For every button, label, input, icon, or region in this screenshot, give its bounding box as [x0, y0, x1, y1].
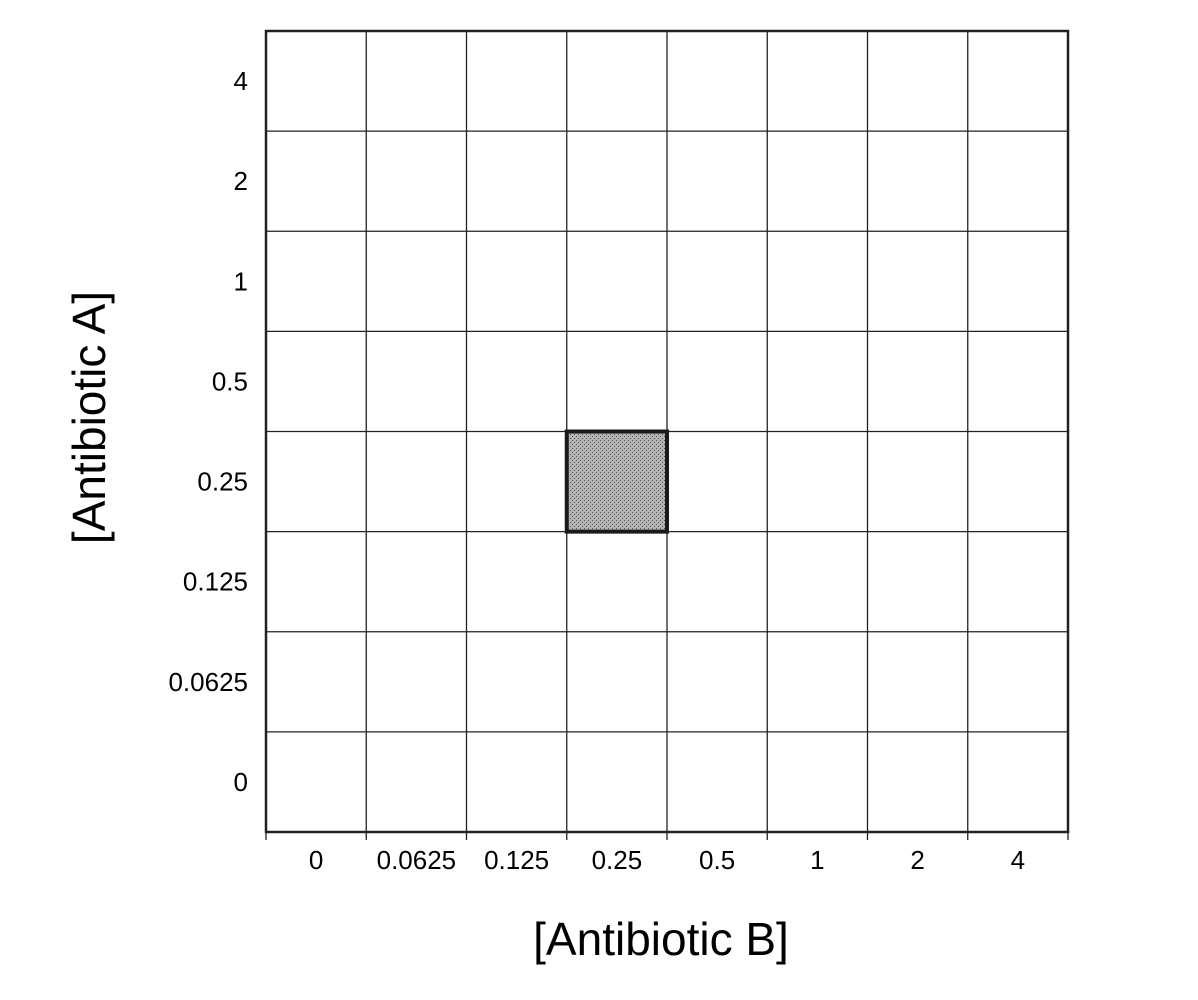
grid-cell	[867, 131, 968, 232]
highlighted-cells	[564, 429, 669, 534]
grid-cell	[466, 331, 567, 432]
grid-cells	[266, 31, 1068, 832]
y-tick-label: 0.125	[183, 567, 248, 597]
grid-cell	[867, 531, 968, 632]
x-tick-label: 0.0625	[377, 845, 457, 875]
grid-cell	[466, 231, 567, 332]
grid-cell	[667, 131, 768, 232]
x-tick-label: 4	[1011, 845, 1025, 875]
grid-cell	[566, 131, 667, 232]
x-axis-title: [Antibiotic B]	[533, 913, 789, 965]
x-tick-labels: 0 0.0625 0.125 0.25 0.5 1 2 4	[309, 845, 1025, 875]
grid-cell	[767, 31, 868, 132]
grid-cell	[366, 531, 467, 632]
y-tick-label: 0.0625	[168, 667, 248, 697]
grid-cell	[667, 731, 768, 832]
grid-cell	[566, 231, 667, 332]
grid-cell	[566, 731, 667, 832]
grid-cell	[667, 631, 768, 732]
grid-cell	[667, 431, 768, 532]
grid-cell	[867, 731, 968, 832]
x-tick-label: 2	[910, 845, 924, 875]
grid-cell	[366, 431, 467, 532]
y-axis-title: [Antibiotic A]	[63, 291, 115, 544]
grid-cell	[667, 231, 768, 332]
plot-frame	[264, 29, 1070, 834]
grid-cell	[366, 231, 467, 332]
grid-cell	[266, 331, 367, 432]
grid-cell	[967, 31, 1068, 132]
grid-cell	[767, 531, 868, 632]
grid-cell	[667, 31, 768, 132]
grid-cell	[266, 631, 367, 732]
grid-cell	[767, 231, 868, 332]
grid-cell	[266, 731, 367, 832]
grid-cell	[867, 331, 968, 432]
grid-cell	[466, 31, 567, 132]
grid-cell	[867, 31, 968, 132]
grid-cell	[566, 531, 667, 632]
grid-cell	[366, 131, 467, 232]
grid-cell	[767, 631, 868, 732]
grid-cell	[767, 731, 868, 832]
grid-cell	[566, 631, 667, 732]
grid-cell	[967, 531, 1068, 632]
grid-cell	[266, 531, 367, 632]
y-tick-label: 0.5	[212, 366, 248, 396]
grid-cell	[867, 231, 968, 332]
grid-cell	[967, 331, 1068, 432]
grid-cell	[767, 131, 868, 232]
grid-cell	[767, 331, 868, 432]
grid-cell	[967, 631, 1068, 732]
grid-cell	[967, 431, 1068, 532]
y-tick-label: 0	[234, 767, 248, 797]
y-tick-label: 1	[234, 266, 248, 296]
grid-cell	[266, 31, 367, 132]
grid-cell	[466, 131, 567, 232]
grid-cell	[967, 731, 1068, 832]
grid-cell	[466, 631, 567, 732]
highlighted-cell	[564, 429, 669, 534]
grid-lines	[264, 29, 1070, 840]
x-tick-label: 0.5	[699, 845, 735, 875]
grid-cell	[667, 331, 768, 432]
grid-cell	[867, 431, 968, 532]
grid-cell	[366, 331, 467, 432]
y-tick-label: 4	[234, 66, 248, 96]
grid-cell	[366, 631, 467, 732]
grid-cell	[466, 531, 567, 632]
y-tick-labels: 0 0.0625 0.125 0.25 0.5 1 2 4	[168, 66, 248, 797]
grid-cell	[466, 431, 567, 532]
grid-cell	[266, 131, 367, 232]
y-tick-label: 0.25	[197, 467, 248, 497]
grid-cell	[366, 31, 467, 132]
grid-cell	[967, 231, 1068, 332]
grid-cell	[266, 231, 367, 332]
x-tick-label: 0	[309, 845, 323, 875]
y-tick-label: 2	[234, 166, 248, 196]
grid-cell	[767, 431, 868, 532]
grid-cell	[566, 331, 667, 432]
x-tick-label: 0.25	[592, 845, 643, 875]
grid-cell	[667, 531, 768, 632]
grid-cell	[566, 31, 667, 132]
grid-cell	[867, 631, 968, 732]
grid-cell	[967, 131, 1068, 232]
x-tick-label: 1	[810, 845, 824, 875]
x-tick-label: 0.125	[484, 845, 549, 875]
grid-cell	[366, 731, 467, 832]
grid-cell	[466, 731, 567, 832]
grid-cell	[266, 431, 367, 532]
